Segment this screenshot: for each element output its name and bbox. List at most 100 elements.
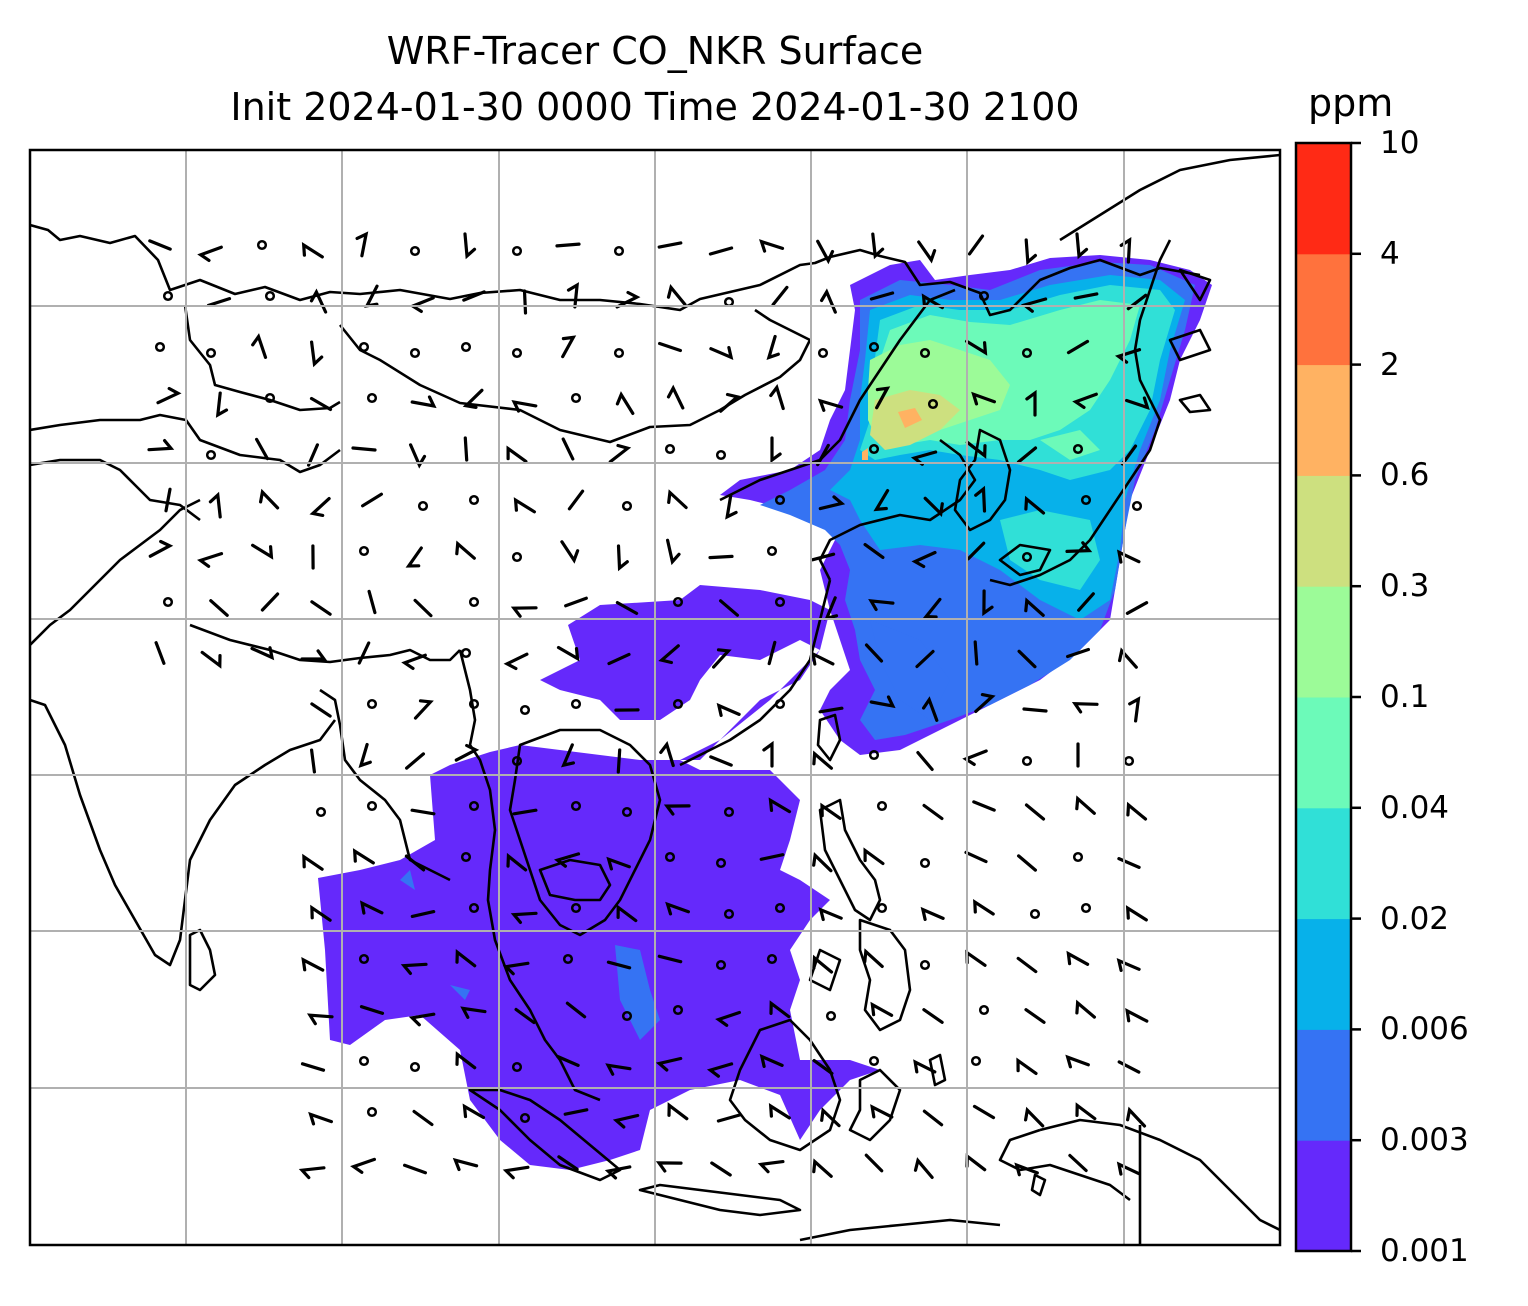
wind-barb [1065, 541, 1093, 553]
wind-barb [511, 399, 538, 413]
wind-barb [510, 911, 538, 924]
wind-barb [301, 242, 324, 259]
wind-barb [921, 293, 944, 310]
wind-barb [409, 443, 427, 469]
wind-barb [663, 804, 691, 816]
calm-wind-circle [409, 1061, 421, 1073]
wind-barb [197, 552, 224, 568]
wind-barb [200, 650, 222, 669]
wind-barb [156, 386, 182, 405]
wind-barb [512, 808, 538, 816]
wind-barb [812, 954, 834, 974]
colorbar-tick-label: 0.003 [1380, 1122, 1469, 1159]
wind-barb [1075, 999, 1096, 1019]
calm-wind-circle [613, 347, 625, 359]
wind-barb [616, 748, 622, 774]
wind-barb [922, 696, 939, 722]
wind-barb [868, 598, 895, 612]
calm-wind-circle [468, 800, 480, 812]
wind-barb [658, 644, 680, 665]
wind-barb [769, 384, 785, 411]
wind-barb [367, 589, 377, 615]
wind-barb [405, 752, 425, 770]
calm-wind-circle [927, 398, 939, 410]
calm-wind-circle [205, 449, 217, 461]
wind-barb [716, 702, 741, 717]
calm-wind-circle [264, 290, 276, 302]
calm-wind-circle [715, 959, 727, 971]
calm-wind-circle [876, 902, 888, 914]
wind-barb [506, 445, 528, 463]
calm-wind-circle [511, 1061, 523, 1073]
wind-barb [1022, 707, 1048, 713]
wind-barb [972, 800, 996, 812]
wind-barb [255, 437, 269, 461]
wind-barb [555, 242, 581, 248]
wind-barb [708, 246, 734, 256]
wind-barb [561, 437, 575, 461]
wind-barb [1066, 647, 1090, 659]
wind-barb [655, 1161, 683, 1173]
calm-wind-circle [621, 806, 633, 818]
wind-barb [875, 386, 891, 410]
wind-barb [870, 1001, 894, 1017]
wind-barb [863, 543, 885, 559]
calm-wind-circle [919, 857, 931, 869]
wind-barb [1125, 601, 1149, 615]
wind-barb [567, 489, 585, 511]
calm-wind-circle [825, 1010, 837, 1022]
wind-barb [762, 740, 774, 768]
colorbar-band [1296, 586, 1351, 698]
wind-barb [300, 1062, 326, 1072]
wind-barb [1014, 1162, 1039, 1177]
wind-barb [463, 232, 477, 260]
calm-wind-circle [1123, 755, 1135, 767]
wind-barb [1016, 446, 1038, 464]
calm-wind-circle [766, 545, 778, 557]
wind-barb [308, 1111, 333, 1126]
wind-barb [1017, 649, 1037, 669]
colorbar-tick-label: 2 [1380, 346, 1400, 383]
calm-wind-circle [366, 392, 378, 404]
wind-barb [503, 652, 529, 671]
wind-barb [973, 640, 979, 666]
wind-barb [455, 540, 476, 560]
colorbar-band [1296, 807, 1351, 920]
calm-wind-circle [315, 806, 327, 818]
wind-barb [310, 748, 316, 774]
wind-barb [922, 803, 944, 821]
calm-wind-circle [613, 245, 625, 257]
calm-wind-circle [1072, 851, 1084, 863]
calm-wind-circle [468, 494, 480, 506]
wind-barb [715, 1010, 741, 1027]
calm-wind-circle [460, 647, 472, 659]
wind-barb [973, 898, 995, 916]
wind-barb [1125, 1008, 1149, 1023]
calm-wind-circle [468, 902, 480, 914]
wind-barb [657, 954, 683, 964]
wind-barb [410, 808, 436, 816]
wind-barb [514, 1007, 536, 1025]
wind-barb [719, 392, 741, 413]
wind-barb [818, 706, 844, 714]
wind-barb [719, 599, 739, 617]
southern-co-plume [318, 585, 880, 1170]
wind-barb [302, 853, 324, 871]
wind-barb [766, 334, 780, 361]
calm-wind-circle [868, 341, 880, 353]
wind-barb [770, 436, 782, 464]
colorbar-tick-label: 0.02 [1380, 900, 1450, 937]
wind-barb [768, 1103, 791, 1120]
wind-barb [209, 599, 229, 617]
wind-barb [554, 852, 581, 868]
wind-barb [310, 340, 324, 368]
wind-barb [250, 646, 275, 661]
calm-wind-circle [511, 245, 523, 257]
wind-barb [658, 341, 682, 353]
wind-barb [513, 497, 536, 514]
calm-wind-circle [358, 341, 370, 353]
wind-barb [1125, 905, 1148, 922]
wind-barb [410, 395, 437, 409]
colorbar-band [1296, 253, 1351, 366]
